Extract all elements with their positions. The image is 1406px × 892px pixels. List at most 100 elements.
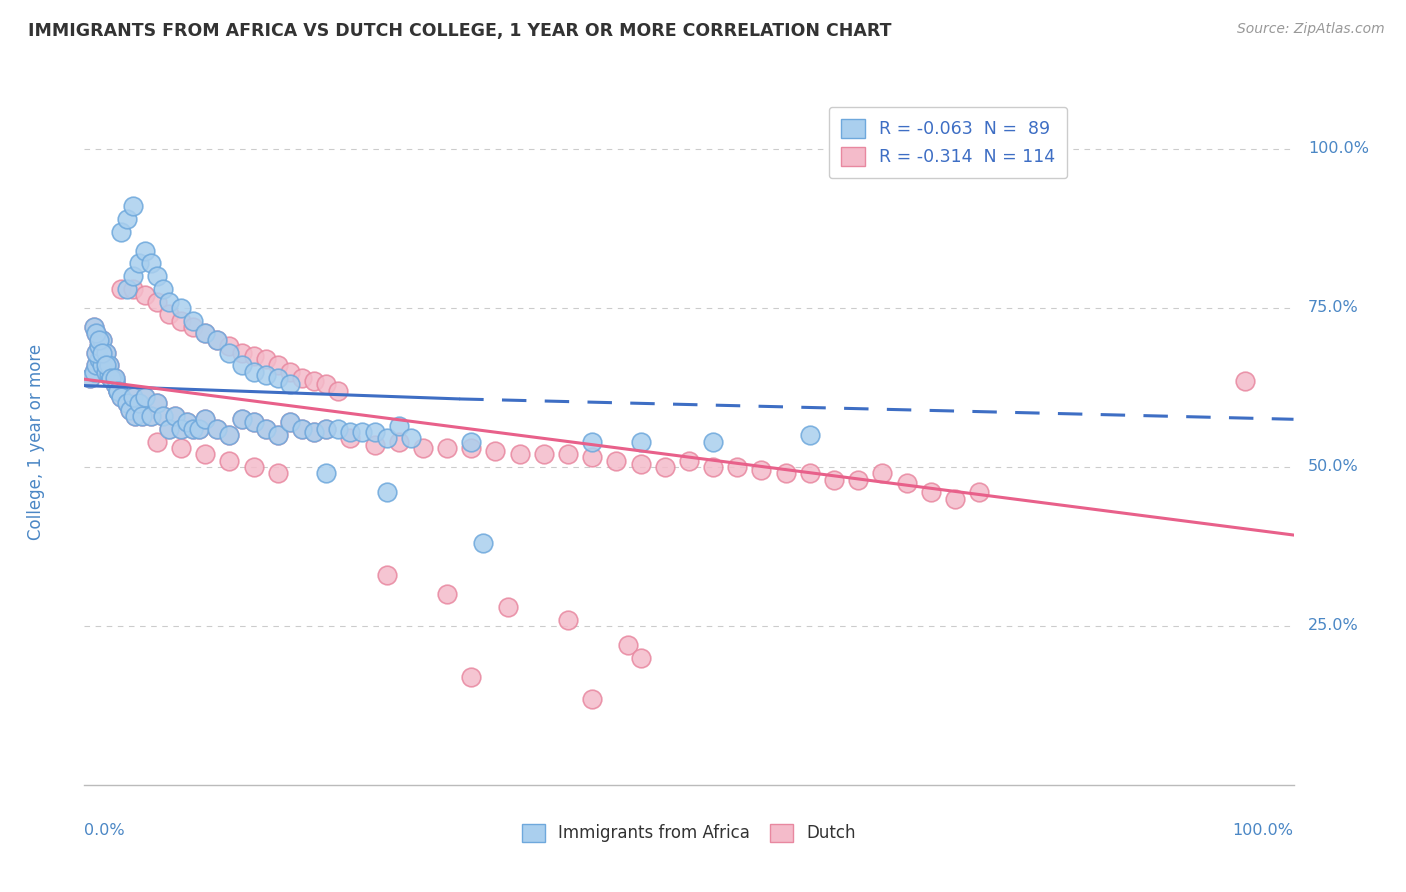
Point [460,434,482,449]
Point [218,428,240,442]
Point [170,314,193,328]
Point [302,374,325,388]
Point [896,475,918,490]
Point [121,269,143,284]
Point [472,536,495,550]
Point [267,428,290,442]
Point [91,333,114,347]
Point [134,390,156,404]
Point [134,288,156,302]
Point [872,467,894,481]
Point [231,345,253,359]
Point [121,390,143,404]
Point [231,358,253,372]
Point [702,460,724,475]
Point [165,409,187,423]
Point [86,345,108,359]
Point [107,384,129,398]
Point [83,320,105,334]
Point [352,425,374,439]
Point [97,368,120,382]
Point [87,351,110,366]
Point [509,447,531,461]
Point [91,333,114,347]
Point [823,473,845,487]
Point [278,365,301,379]
Point [128,396,150,410]
Point [375,431,398,445]
Point [496,599,519,614]
Point [157,422,180,436]
Point [100,371,122,385]
Point [254,351,277,366]
Point [557,447,579,461]
Point [86,345,108,359]
Point [194,447,217,461]
Point [533,447,555,461]
Text: College, 1 year or more: College, 1 year or more [27,343,45,540]
Point [110,390,132,404]
Point [846,473,869,487]
Point [242,416,264,430]
Point [278,416,301,430]
Point [94,358,117,372]
Point [188,422,211,436]
Point [725,460,748,475]
Point [242,460,264,475]
Point [967,485,990,500]
Point [94,345,117,359]
Point [181,320,204,334]
Point [170,301,193,315]
Point [146,434,169,449]
Point [436,441,458,455]
Point [107,384,129,398]
Point [363,438,385,452]
Point [115,396,138,410]
Point [115,396,138,410]
Point [110,282,132,296]
Point [83,320,105,334]
Point [267,371,290,385]
Point [291,422,314,436]
Point [630,650,652,665]
Point [207,333,229,347]
Point [218,345,240,359]
Point [94,358,117,372]
Point [115,211,138,226]
Point [291,422,314,436]
Point [775,467,797,481]
Point [799,428,821,442]
Point [128,256,150,270]
Point [375,485,398,500]
Point [388,434,411,449]
Point [94,365,117,379]
Point [107,384,129,398]
Point [943,491,966,506]
Point [104,377,127,392]
Point [436,587,458,601]
Point [1234,374,1257,388]
Point [315,422,337,436]
Point [254,422,277,436]
Point [315,467,337,481]
Point [124,409,146,423]
Point [139,409,162,423]
Text: 50.0%: 50.0% [1308,459,1358,475]
Point [121,282,143,296]
Point [363,425,385,439]
Point [194,326,217,341]
Point [339,425,361,439]
Point [152,409,174,423]
Point [412,441,434,455]
Point [128,396,150,410]
Point [181,314,204,328]
Point [97,358,120,372]
Point [87,351,110,366]
Point [110,225,132,239]
Point [146,269,169,284]
Point [581,692,603,706]
Point [181,422,204,436]
Point [315,377,337,392]
Point [388,418,411,433]
Point [104,374,127,388]
